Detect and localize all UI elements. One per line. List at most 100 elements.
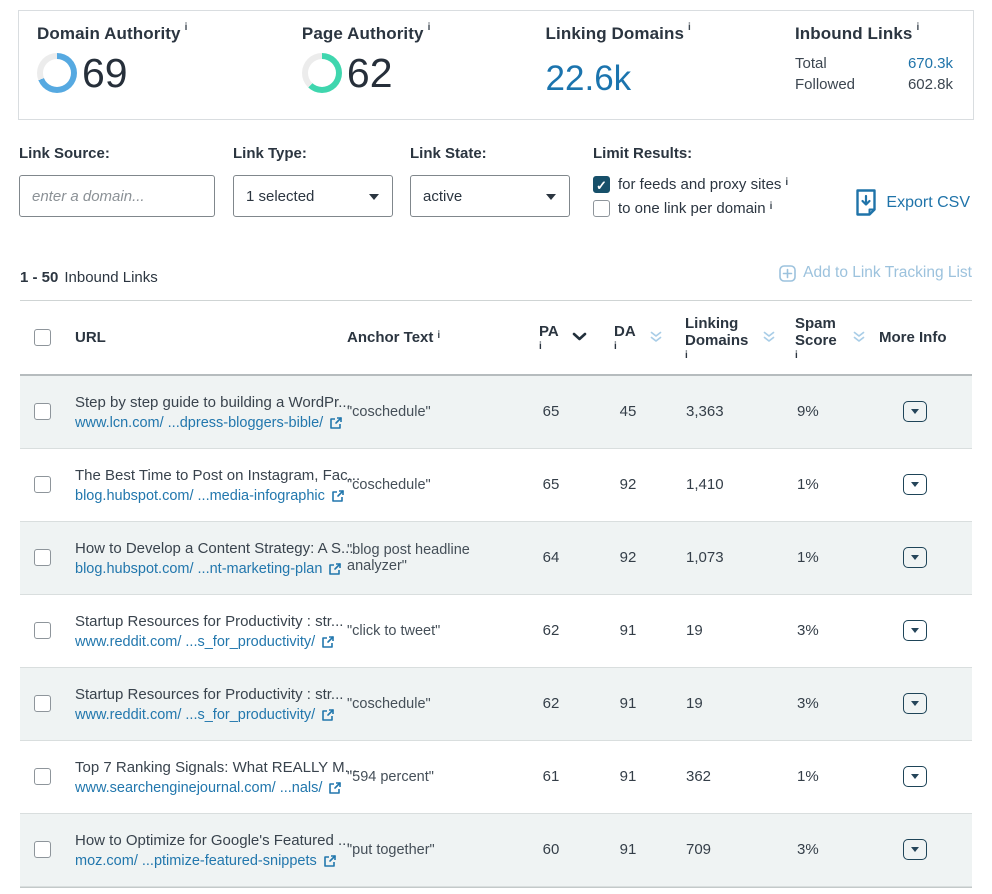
pa-value: 64 bbox=[542, 549, 560, 566]
limit-results-label: Limit Results: bbox=[593, 145, 693, 162]
metric-label-text: Domain Authority bbox=[37, 24, 181, 43]
more-info-button[interactable] bbox=[903, 620, 927, 641]
da-value: 91 bbox=[619, 622, 637, 639]
header-more-info: More Info bbox=[879, 328, 947, 346]
external-link-icon[interactable] bbox=[331, 489, 345, 503]
more-info-chevron-icon bbox=[911, 628, 919, 633]
header-spam-score[interactable]: Spam Score i bbox=[776, 315, 866, 360]
double-chevron-icon[interactable] bbox=[649, 330, 663, 344]
page-authority-value: 62 bbox=[346, 50, 393, 96]
double-chevron-icon[interactable] bbox=[762, 330, 776, 344]
select-all-checkbox[interactable] bbox=[34, 328, 51, 346]
row-checkbox[interactable] bbox=[34, 695, 51, 712]
linking-domains-value: 709 bbox=[686, 841, 712, 858]
link-url[interactable]: www.lcn.com/ ...dpress-bloggers-bible/ bbox=[75, 414, 324, 431]
link-state-select[interactable]: active bbox=[410, 175, 570, 217]
linking-domains-value: 22.6k bbox=[545, 59, 632, 98]
external-link-icon[interactable] bbox=[321, 708, 335, 722]
info-icon[interactable]: i bbox=[184, 22, 188, 34]
info-icon[interactable]: i bbox=[685, 349, 688, 361]
metric-label-text: Page Authority bbox=[301, 24, 424, 43]
pa-value: 61 bbox=[542, 768, 560, 785]
info-icon[interactable]: i bbox=[769, 200, 773, 212]
external-link-icon[interactable] bbox=[323, 854, 337, 868]
table-row: The Best Time to Post on Instagram, Fac.… bbox=[20, 448, 972, 522]
header-pa[interactable]: PA i bbox=[510, 323, 592, 352]
external-link-icon[interactable] bbox=[328, 562, 342, 576]
header-spam-label[interactable]: Spam Score bbox=[795, 314, 837, 349]
table-row: Startup Resources for Productivity : str… bbox=[20, 667, 972, 741]
domain-authority-value: 69 bbox=[82, 50, 128, 96]
metric-label-text: Linking Domains bbox=[545, 24, 685, 43]
more-info-button[interactable] bbox=[903, 766, 927, 787]
link-url[interactable]: blog.hubspot.com/ ...nt-marketing-plan bbox=[75, 560, 323, 577]
row-checkbox[interactable] bbox=[34, 549, 51, 566]
header-pa-label[interactable]: PA bbox=[539, 323, 559, 340]
link-url[interactable]: www.searchenginejournal.com/ ...nals/ bbox=[75, 779, 323, 796]
row-checkbox[interactable] bbox=[34, 841, 51, 858]
one-per-domain-checkbox[interactable] bbox=[593, 199, 610, 217]
double-chevron-icon[interactable] bbox=[852, 330, 866, 344]
divider bbox=[20, 299, 972, 301]
more-info-button[interactable] bbox=[903, 693, 927, 714]
info-icon[interactable]: i bbox=[427, 22, 431, 34]
header-da-label[interactable]: DA bbox=[614, 323, 636, 340]
header-linking-label[interactable]: Linking Domains bbox=[685, 314, 749, 349]
link-source-label: Link Source: bbox=[19, 145, 110, 162]
info-icon[interactable]: i bbox=[539, 341, 542, 352]
metric-label: Linking Domains i bbox=[545, 22, 795, 44]
link-title: Top 7 Ranking Signals: What REALLY M... bbox=[75, 758, 358, 776]
da-value: 92 bbox=[619, 476, 637, 493]
table-header: URL Anchor Text i PA i DA i Linking Domains… bbox=[20, 301, 972, 376]
plus-box-icon bbox=[779, 264, 796, 282]
link-url[interactable]: moz.com/ ...ptimize-featured-snippets bbox=[75, 852, 317, 869]
spam-score-value: 1% bbox=[797, 549, 819, 566]
export-csv-label: Export CSV bbox=[886, 193, 970, 211]
external-link-icon[interactable] bbox=[321, 635, 335, 649]
link-url[interactable]: www.reddit.com/ ...s_for_productivity/ bbox=[75, 706, 316, 723]
more-info-button[interactable] bbox=[903, 839, 927, 860]
inbound-total-value[interactable]: 670.3k bbox=[907, 55, 953, 72]
spam-score-value: 1% bbox=[797, 768, 819, 785]
sort-chevron-icon[interactable] bbox=[572, 332, 587, 342]
inbound-followed-row: Followed 602.8k bbox=[795, 74, 953, 95]
link-url[interactable]: blog.hubspot.com/ ...media-infographic bbox=[75, 487, 325, 504]
row-checkbox[interactable] bbox=[34, 768, 51, 785]
metric-page-authority: Page Authority i 62 bbox=[301, 22, 546, 119]
info-icon[interactable]: i bbox=[614, 341, 617, 352]
export-csv-button[interactable]: Export CSV bbox=[855, 189, 973, 216]
header-linking-domains[interactable]: Linking Domains i bbox=[664, 315, 776, 360]
more-info-chevron-icon bbox=[911, 701, 919, 706]
add-to-link-tracking-button[interactable]: Add to Link Tracking List bbox=[779, 264, 972, 282]
limit-option-feeds: for feeds and proxy sites i bbox=[593, 175, 855, 194]
metric-label: Inbound Links i bbox=[795, 22, 953, 44]
more-info-button[interactable] bbox=[903, 474, 927, 495]
row-checkbox[interactable] bbox=[34, 403, 51, 420]
da-value: 92 bbox=[619, 549, 637, 566]
link-source-input[interactable] bbox=[19, 175, 215, 217]
info-icon[interactable]: i bbox=[785, 176, 789, 188]
caret-down-icon bbox=[369, 194, 379, 200]
info-icon[interactable]: i bbox=[688, 22, 691, 34]
row-checkbox[interactable] bbox=[34, 476, 51, 493]
more-info-button[interactable] bbox=[903, 547, 927, 568]
external-link-icon[interactable] bbox=[329, 416, 343, 430]
more-info-chevron-icon bbox=[911, 482, 919, 487]
link-url[interactable]: www.reddit.com/ ...s_for_productivity/ bbox=[75, 633, 316, 650]
anchor-text: "coschedule" bbox=[347, 403, 431, 420]
more-info-button[interactable] bbox=[903, 401, 927, 422]
info-icon[interactable]: i bbox=[795, 349, 798, 361]
header-da[interactable]: DA i bbox=[592, 323, 664, 352]
header-url: URL bbox=[75, 328, 106, 346]
info-icon[interactable]: i bbox=[916, 22, 920, 34]
info-icon[interactable]: i bbox=[437, 329, 441, 341]
link-type-select[interactable]: 1 selected bbox=[233, 175, 393, 217]
domain-authority-gauge bbox=[37, 53, 77, 93]
linking-domains-value: 19 bbox=[686, 695, 703, 712]
feeds-checkbox[interactable] bbox=[593, 175, 610, 194]
linking-domains-value: 1,410 bbox=[686, 476, 724, 493]
row-checkbox[interactable] bbox=[34, 622, 51, 639]
link-title: Step by step guide to building a WordPr.… bbox=[75, 393, 351, 411]
table-body: Step by step guide to building a WordPr.… bbox=[20, 375, 972, 888]
external-link-icon[interactable] bbox=[328, 781, 342, 795]
